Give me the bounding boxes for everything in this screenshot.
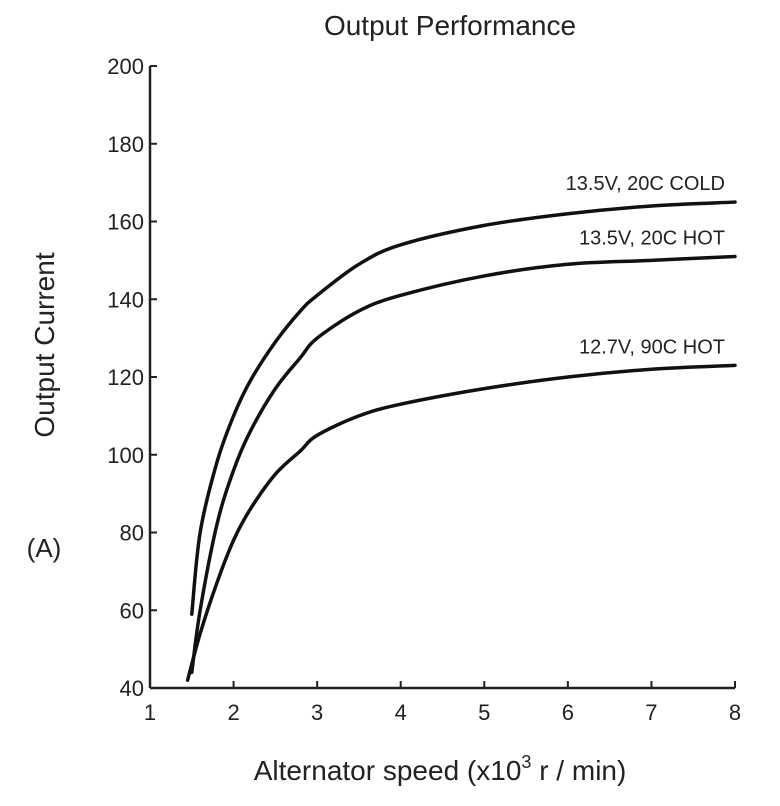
x-tick-label: 3: [311, 700, 323, 725]
series-lines: [185, 200, 737, 682]
y-tick-label: 80: [120, 521, 144, 546]
y-axis-unit: (A): [27, 533, 62, 563]
x-axis-label-suffix: r / min): [531, 755, 626, 786]
series-label: 12.7V, 90C HOT: [579, 336, 725, 358]
x-axis-label: Alternator speed (x103 r / min): [254, 752, 627, 786]
series-line: [185, 363, 737, 682]
series-line: [190, 200, 737, 616]
x-tick-label: 5: [478, 700, 490, 725]
series-label: 13.5V, 20C COLD: [566, 173, 725, 195]
x-axis-label-prefix: Alternator speed (x10: [254, 755, 522, 786]
y-tick-label: 140: [107, 287, 144, 312]
x-tick-label: 1: [144, 700, 156, 725]
series-labels: 13.5V, 20C COLD 13.5V, 20C HOT 12.7V, 90C …: [566, 173, 725, 358]
x-tick-label: 7: [645, 700, 657, 725]
axes: [148, 66, 735, 690]
x-axis-label-superscript: 3: [521, 752, 531, 772]
y-tick-label: 120: [107, 365, 144, 390]
series-label: 13.5V, 20C HOT: [579, 227, 725, 249]
y-tick-label: 160: [107, 210, 144, 235]
x-tick-label: 8: [729, 700, 741, 725]
series-line: [190, 254, 737, 675]
x-tick-label: 2: [227, 700, 239, 725]
y-tick-label: 60: [120, 598, 144, 623]
y-tick-label: 200: [107, 54, 144, 79]
y-axis-label: Output Current: [29, 252, 60, 437]
y-ticks: 40 60 80 100 120 140 160 180 200: [107, 54, 157, 701]
x-tick-label: 4: [395, 700, 407, 725]
y-tick-label: 180: [107, 132, 144, 157]
x-tick-label: 6: [562, 700, 574, 725]
y-tick-label: 40: [120, 676, 144, 701]
x-ticks: 1 2 3 4 5 6 7 8: [144, 681, 741, 725]
chart-title: Output Performance: [324, 10, 576, 41]
y-tick-label: 100: [107, 443, 144, 468]
